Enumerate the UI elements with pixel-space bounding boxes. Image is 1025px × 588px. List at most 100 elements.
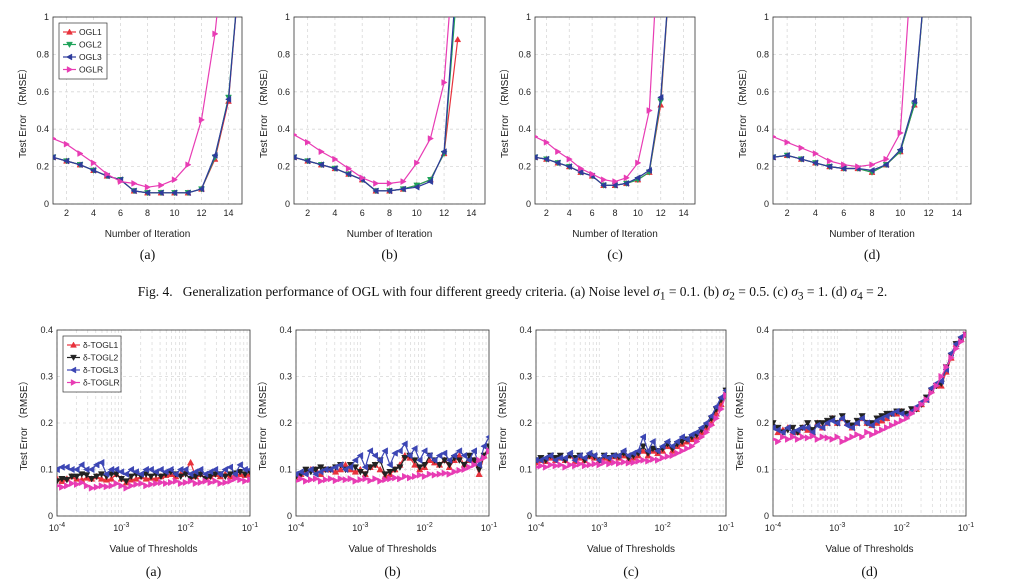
data-point — [372, 475, 379, 483]
data-point — [331, 165, 338, 172]
data-point — [142, 471, 150, 478]
data-point — [411, 444, 418, 453]
data-point — [844, 435, 851, 443]
data-point — [639, 443, 647, 450]
data-point — [90, 159, 98, 167]
data-point — [868, 166, 875, 174]
data-point — [177, 473, 185, 481]
data-point — [689, 442, 696, 450]
data-point — [639, 433, 646, 441]
panel-label: (d) — [861, 565, 878, 580]
x-tick-label: 6 — [841, 208, 846, 218]
data-point — [678, 438, 686, 446]
data-point — [826, 157, 834, 165]
y-tick-label: 0.2 — [756, 162, 769, 172]
x-tick-exponent: -3 — [839, 522, 845, 529]
data-point — [236, 469, 244, 476]
legend-entry: δ-TOGL2 — [83, 353, 119, 363]
data-point — [546, 451, 554, 460]
data-point — [123, 484, 130, 492]
y-tick-label: 0.4 — [756, 325, 769, 335]
data-point — [775, 437, 782, 446]
data-point — [435, 451, 443, 460]
data-point — [386, 469, 394, 476]
data-point — [440, 449, 448, 457]
data-point — [317, 468, 324, 476]
x-tick-label: 10-1 — [481, 522, 497, 533]
x-tick-label: 10-1 — [958, 522, 974, 533]
x-tick-exponent: -1 — [968, 522, 974, 529]
data-point — [411, 472, 419, 481]
data-point — [963, 331, 966, 339]
data-point — [186, 470, 194, 478]
data-point — [117, 178, 125, 185]
data-point — [784, 138, 791, 146]
data-point — [341, 465, 349, 474]
data-point — [400, 178, 407, 185]
data-point — [351, 456, 359, 464]
data-point — [937, 377, 945, 385]
data-point — [112, 465, 120, 474]
y-tick-label: 1 — [764, 12, 769, 22]
x-tick-label: 6 — [590, 208, 595, 218]
data-point — [185, 161, 192, 169]
data-point — [634, 447, 642, 455]
y-tick-label: 0.4 — [279, 325, 292, 335]
y-axis-label: Test Error （RMSE） — [499, 63, 511, 158]
y-axis-label: Test Error （RMSE） — [18, 375, 30, 470]
data-point — [237, 476, 244, 484]
x-tick-label: 10-3 — [352, 522, 368, 533]
panel-label: (c) — [607, 248, 623, 263]
data-point — [211, 471, 219, 478]
data-point — [66, 66, 74, 73]
data-point — [386, 461, 393, 469]
data-point — [882, 161, 889, 169]
data-point — [187, 477, 195, 485]
data-point — [342, 476, 350, 484]
data-point — [294, 132, 298, 137]
data-point — [76, 161, 83, 169]
data-point — [635, 159, 642, 167]
y-axis-label: Test Error （RMSE） — [497, 375, 509, 470]
data-point — [811, 159, 819, 167]
data-point — [849, 433, 856, 441]
data-point — [440, 457, 449, 464]
data-point — [897, 129, 904, 137]
data-point — [864, 428, 871, 436]
data-point — [809, 432, 817, 440]
x-tick-exponent: -1 — [728, 522, 734, 529]
x-tick-exponent: -3 — [123, 522, 129, 529]
data-point — [624, 451, 632, 460]
x-tick-label: 12 — [924, 208, 934, 218]
data-point — [578, 165, 585, 172]
y-tick-label: 0.1 — [756, 465, 769, 475]
data-point — [622, 180, 630, 187]
data-point — [416, 464, 424, 471]
plot-frame — [534, 16, 696, 205]
data-point — [668, 442, 676, 450]
data-point — [373, 180, 380, 187]
data-point — [794, 435, 802, 443]
data-point — [789, 433, 797, 441]
data-point — [785, 435, 792, 443]
data-point — [535, 153, 538, 161]
data-point — [898, 417, 906, 425]
data-point — [773, 153, 776, 161]
data-point — [58, 475, 66, 483]
data-point — [198, 116, 206, 124]
data-point — [615, 451, 622, 460]
data-point — [596, 461, 604, 469]
data-point — [612, 178, 619, 185]
data-point — [923, 396, 931, 404]
data-point — [814, 435, 822, 443]
plot-frame — [295, 329, 490, 517]
data-point — [542, 463, 550, 471]
data-point — [207, 478, 215, 487]
data-point — [673, 437, 681, 446]
x-axis-label: Number of Iteration — [829, 229, 915, 240]
data-point — [703, 428, 711, 436]
data-point — [435, 462, 444, 469]
x-tick-exponent: -3 — [601, 522, 607, 529]
